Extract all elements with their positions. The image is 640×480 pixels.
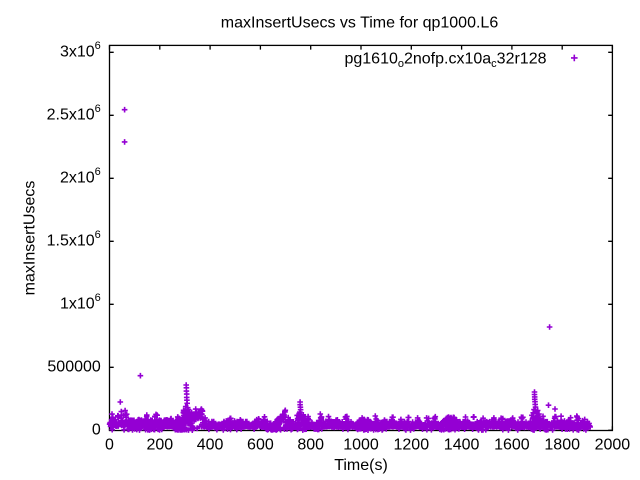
svg-text:maxInsertUsecs: maxInsertUsecs — [22, 181, 39, 296]
svg-text:2x106: 2x106 — [60, 166, 101, 187]
svg-text:1.5x106: 1.5x106 — [47, 229, 101, 250]
svg-text:Time(s): Time(s) — [334, 457, 388, 474]
svg-text:800: 800 — [297, 437, 324, 454]
svg-text:1000: 1000 — [343, 437, 379, 454]
svg-text:500000: 500000 — [47, 358, 100, 375]
svg-text:2000: 2000 — [595, 437, 631, 454]
svg-text:maxInsertUsecs vs Time for qp1: maxInsertUsecs vs Time for qp1000.L6 — [221, 15, 499, 32]
svg-text:1400: 1400 — [444, 437, 480, 454]
svg-text:3x106: 3x106 — [60, 40, 101, 61]
svg-text:2.5x106: 2.5x106 — [47, 103, 101, 124]
svg-text:200: 200 — [146, 437, 173, 454]
svg-text:1600: 1600 — [494, 437, 530, 454]
svg-text:400: 400 — [197, 437, 224, 454]
svg-text:1x106: 1x106 — [60, 292, 101, 313]
svg-text:600: 600 — [247, 437, 274, 454]
svg-text:1200: 1200 — [394, 437, 430, 454]
svg-text:0: 0 — [105, 437, 114, 454]
svg-text:pg1610o2nofp.cx10ac32r128: pg1610o2nofp.cx10ac32r128 — [344, 51, 546, 71]
svg-text:1800: 1800 — [544, 437, 580, 454]
svg-text:0: 0 — [92, 421, 101, 438]
